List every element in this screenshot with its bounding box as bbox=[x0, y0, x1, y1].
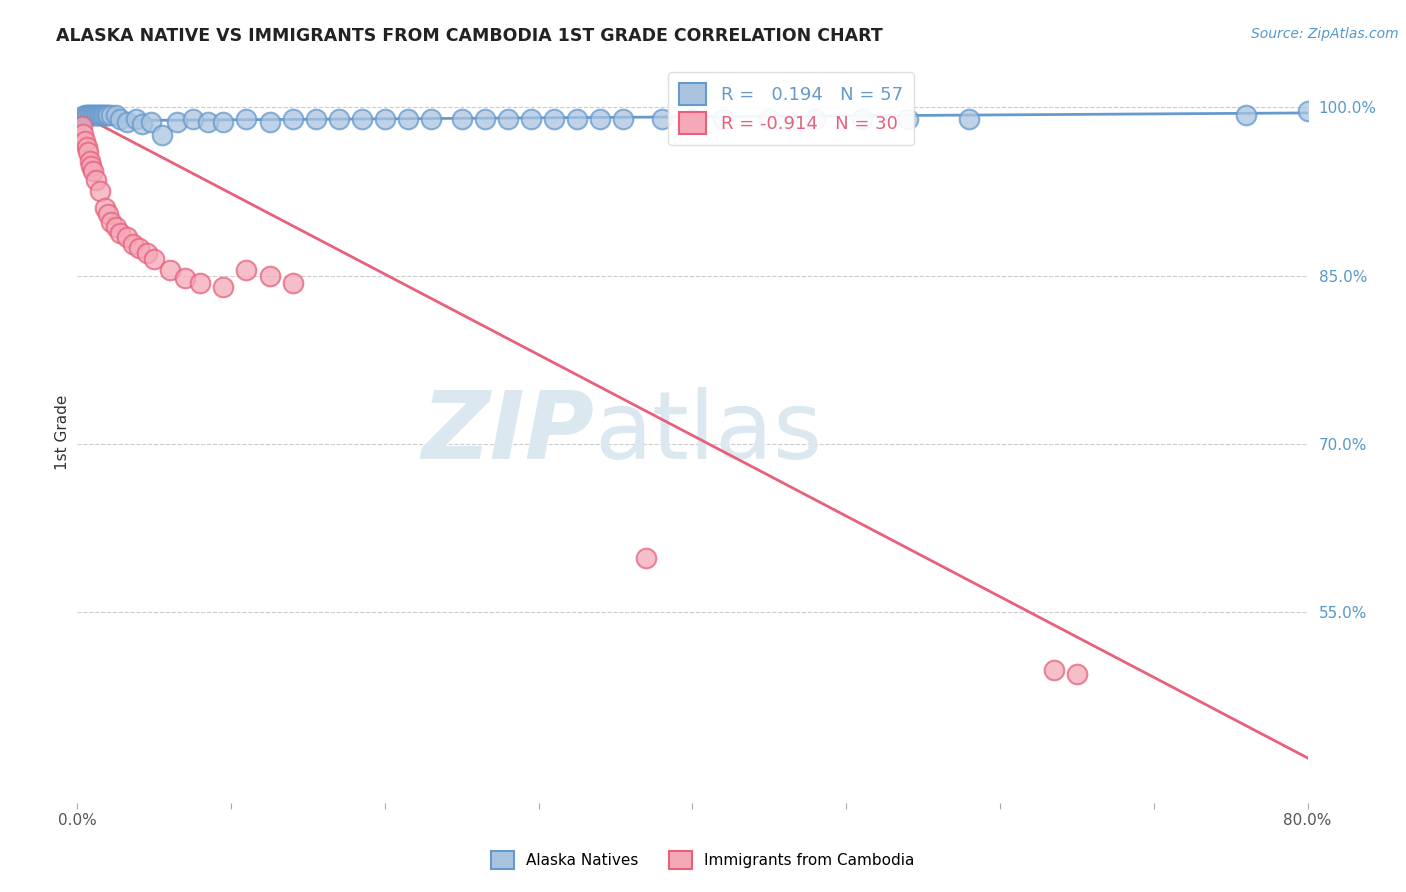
Point bbox=[115, 115, 138, 129]
Point bbox=[851, 112, 873, 126]
Point bbox=[1066, 666, 1088, 681]
Point bbox=[76, 139, 98, 153]
Point bbox=[79, 108, 101, 122]
Point bbox=[89, 108, 111, 122]
Point bbox=[328, 112, 350, 126]
Point bbox=[79, 154, 101, 169]
Point bbox=[520, 112, 543, 126]
Point bbox=[589, 112, 612, 126]
Point bbox=[259, 115, 281, 129]
Point bbox=[70, 120, 93, 134]
Point bbox=[115, 230, 138, 244]
Point bbox=[83, 108, 105, 122]
Point bbox=[957, 112, 980, 126]
Text: ALASKA NATIVE VS IMMIGRANTS FROM CAMBODIA 1ST GRADE CORRELATION CHART: ALASKA NATIVE VS IMMIGRANTS FROM CAMBODI… bbox=[56, 27, 883, 45]
Legend: R =   0.194   N = 57, R = -0.914   N = 30: R = 0.194 N = 57, R = -0.914 N = 30 bbox=[668, 72, 914, 145]
Point bbox=[450, 112, 472, 126]
Point bbox=[76, 108, 98, 122]
Point bbox=[82, 108, 104, 122]
Point bbox=[197, 115, 219, 129]
Point bbox=[77, 108, 100, 122]
Point bbox=[143, 252, 166, 266]
Point bbox=[212, 280, 235, 294]
Point bbox=[174, 270, 197, 285]
Point bbox=[305, 112, 328, 126]
Point bbox=[188, 277, 212, 291]
Point bbox=[543, 112, 565, 126]
Point bbox=[104, 108, 127, 122]
Text: Source: ZipAtlas.com: Source: ZipAtlas.com bbox=[1251, 27, 1399, 41]
Point bbox=[110, 226, 132, 240]
Point bbox=[350, 112, 373, 126]
Point bbox=[897, 112, 920, 126]
Point bbox=[72, 127, 94, 141]
Point bbox=[636, 551, 658, 566]
Point bbox=[70, 112, 93, 126]
Point bbox=[1043, 664, 1066, 678]
Point bbox=[496, 112, 519, 126]
Point bbox=[141, 115, 163, 129]
Point bbox=[235, 112, 257, 126]
Point bbox=[84, 173, 107, 187]
Point bbox=[104, 220, 127, 235]
Point bbox=[84, 108, 107, 122]
Point bbox=[150, 128, 173, 143]
Point bbox=[235, 263, 257, 277]
Point bbox=[94, 108, 117, 122]
Point bbox=[259, 268, 281, 283]
Point bbox=[96, 108, 118, 122]
Point bbox=[125, 112, 148, 126]
Point bbox=[73, 134, 96, 148]
Point bbox=[72, 109, 94, 123]
Point bbox=[758, 112, 780, 126]
Point bbox=[281, 112, 304, 126]
Text: ZIP: ZIP bbox=[422, 386, 595, 479]
Point bbox=[80, 108, 103, 122]
Point bbox=[711, 112, 734, 126]
Point bbox=[1234, 108, 1257, 122]
Y-axis label: 1st Grade: 1st Grade bbox=[55, 395, 70, 470]
Point bbox=[90, 108, 114, 122]
Point bbox=[166, 115, 188, 129]
Point bbox=[1296, 103, 1319, 118]
Point bbox=[135, 246, 157, 260]
Point bbox=[474, 112, 496, 126]
Legend: Alaska Natives, Immigrants from Cambodia: Alaska Natives, Immigrants from Cambodia bbox=[485, 845, 921, 875]
Point bbox=[73, 108, 96, 122]
Point bbox=[682, 112, 704, 126]
Point bbox=[159, 263, 181, 277]
Point bbox=[565, 112, 588, 126]
Point bbox=[82, 164, 104, 178]
Point bbox=[128, 241, 150, 255]
Text: atlas: atlas bbox=[595, 386, 823, 479]
Point bbox=[93, 108, 115, 122]
Point bbox=[181, 112, 204, 126]
Point bbox=[89, 185, 111, 199]
Point bbox=[94, 201, 117, 215]
Point bbox=[396, 112, 419, 126]
Point bbox=[100, 215, 122, 229]
Point bbox=[612, 112, 634, 126]
Point bbox=[212, 115, 235, 129]
Point bbox=[131, 117, 153, 131]
Point bbox=[374, 112, 396, 126]
Point bbox=[97, 207, 120, 221]
Point bbox=[100, 108, 122, 122]
Point bbox=[77, 145, 100, 160]
Point bbox=[110, 112, 132, 126]
Point bbox=[281, 277, 304, 291]
Point bbox=[121, 237, 143, 252]
Point bbox=[80, 159, 103, 173]
Point bbox=[651, 112, 673, 126]
Point bbox=[86, 108, 108, 122]
Point bbox=[804, 112, 827, 126]
Point bbox=[87, 108, 110, 122]
Point bbox=[97, 108, 120, 122]
Point bbox=[420, 112, 443, 126]
